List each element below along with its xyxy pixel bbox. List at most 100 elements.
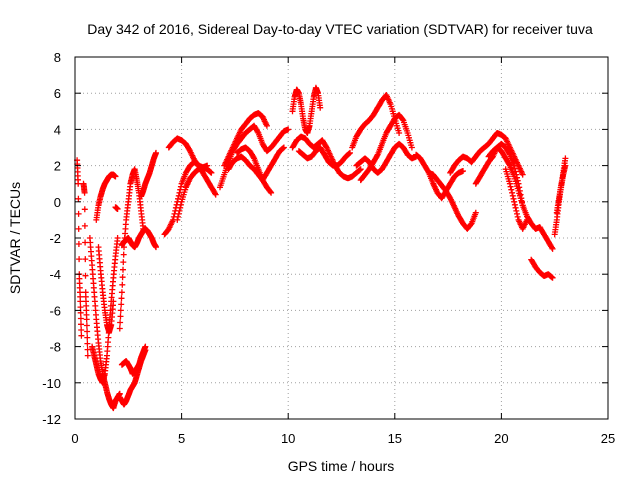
data-point <box>84 340 91 347</box>
data-point <box>118 295 125 302</box>
x-tick-label: 5 <box>178 431 185 446</box>
data-point <box>177 201 184 208</box>
data-point <box>506 180 513 187</box>
series-arc-30 <box>485 144 556 252</box>
data-point <box>153 244 159 251</box>
series-arc-5 <box>93 171 119 223</box>
y-tick-label: -4 <box>49 267 61 282</box>
data-point <box>112 173 119 180</box>
data-point <box>472 209 479 216</box>
data-point <box>78 327 85 333</box>
data-point <box>267 188 274 195</box>
data-point <box>77 304 84 311</box>
series-arc-20 <box>289 84 324 136</box>
data-point <box>524 216 530 223</box>
data-point <box>460 168 466 174</box>
data-point <box>347 149 353 156</box>
data-point <box>77 315 84 322</box>
data-point <box>81 206 88 213</box>
x-tick-label: 15 <box>388 431 402 446</box>
data-point <box>263 122 270 129</box>
data-point <box>119 274 126 281</box>
data-point <box>317 104 324 111</box>
data-point <box>120 259 127 266</box>
data-point <box>562 155 569 162</box>
chart-title: Day 342 of 2016, Sidereal Day-to-day VTE… <box>87 21 593 37</box>
y-tick-label: 4 <box>54 122 61 137</box>
data-point <box>280 144 287 151</box>
data-point <box>76 256 83 263</box>
data-point <box>549 245 556 252</box>
data-point <box>177 204 184 211</box>
data-point <box>75 225 82 232</box>
series-arc-23 <box>349 92 403 151</box>
series-arc-24 <box>357 111 415 184</box>
y-tick-label: -8 <box>49 340 61 355</box>
data-point <box>408 144 415 151</box>
data-point <box>513 207 520 214</box>
data-point <box>81 222 88 229</box>
series-arc-31 <box>502 166 530 232</box>
data-point <box>153 149 159 156</box>
x-tick-label: 10 <box>281 431 295 446</box>
data-point <box>84 346 91 353</box>
y-axis-title: SDTVAR / TECUs <box>7 182 23 294</box>
data-point <box>78 332 85 339</box>
data-point <box>75 195 82 202</box>
data-point <box>118 289 125 296</box>
data-point <box>118 301 125 308</box>
data-point <box>117 319 124 326</box>
data-point <box>511 201 518 208</box>
series-arc-7 <box>112 204 121 212</box>
data-point <box>117 313 124 320</box>
series-arc-11 <box>118 225 159 251</box>
series-arc-19 <box>234 144 275 196</box>
data-point <box>83 316 90 323</box>
data-point <box>508 186 515 193</box>
data-point <box>514 210 520 217</box>
data-point <box>82 272 89 279</box>
x-tick-label: 20 <box>494 431 508 446</box>
series-arc-17 <box>221 110 270 169</box>
data-point <box>175 213 181 220</box>
data-point <box>142 343 149 350</box>
data-point <box>507 183 514 190</box>
data-point <box>120 266 126 273</box>
data-point <box>176 207 183 214</box>
series-arc-22 <box>295 144 353 169</box>
x-axis-title: GPS time / hours <box>288 458 395 474</box>
data-point <box>175 210 182 217</box>
data-point <box>396 130 403 136</box>
data-point <box>509 192 516 199</box>
x-tick-label: 25 <box>601 431 615 446</box>
data-point <box>212 191 219 198</box>
data-point <box>77 298 84 305</box>
data-point <box>208 169 215 176</box>
data-point <box>548 244 555 251</box>
data-point <box>75 180 82 187</box>
series-arc-8 <box>116 166 147 332</box>
data-point <box>357 166 364 173</box>
data-point <box>268 189 275 196</box>
y-tick-label: -10 <box>42 376 61 391</box>
data-point <box>75 241 82 247</box>
series-arc-27 <box>425 169 479 232</box>
data-point <box>82 239 89 246</box>
data-point <box>514 213 521 220</box>
data-point <box>110 298 117 305</box>
series-arc-34 <box>553 162 569 216</box>
data-point <box>75 210 82 217</box>
data-point <box>510 195 517 202</box>
data-point <box>285 126 292 133</box>
data-point <box>549 274 556 281</box>
data-point <box>83 322 90 329</box>
series-arc-16 <box>217 122 292 191</box>
y-tick-label: -12 <box>42 412 61 427</box>
data-point <box>84 352 91 359</box>
data-point <box>519 171 526 178</box>
series-arc-25 <box>353 140 420 176</box>
grid-layer <box>75 57 608 419</box>
data-point <box>84 334 91 341</box>
series-arc-32 <box>528 256 556 281</box>
